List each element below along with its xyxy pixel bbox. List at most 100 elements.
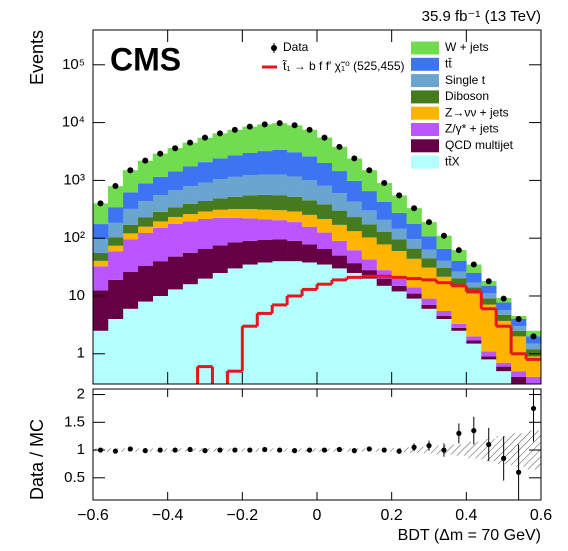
stack-bar [197,211,213,219]
stack-bar [167,148,183,172]
stack-bar [302,244,318,263]
data-point [455,247,462,254]
stack-bar [391,285,407,292]
stack-bar [93,260,109,267]
x-tick-label: 0 [313,507,322,524]
stack-bar [361,270,378,279]
stack-bar [406,258,422,288]
stack-bar [317,232,333,249]
stack-bar [152,153,168,177]
stack-bar [197,200,213,212]
stack-bar [526,343,541,350]
ratio-point [217,447,223,453]
stack-bar [287,125,303,153]
ratio-point [187,446,193,453]
stack-bar [451,278,467,286]
stack-bar [167,190,183,208]
mc-uncertainty [451,444,467,456]
y-tick-label: 10² [63,229,85,246]
stack-bar [152,228,168,262]
stack-bar [227,242,243,269]
data-point [470,261,477,268]
legend-label: Diboson [445,89,489,103]
ratio-point [247,447,253,453]
stack-bar [182,252,198,285]
stack-bar [197,218,213,249]
stack-bar [242,175,258,196]
stack-bar [122,192,139,209]
stack-bar [182,221,198,253]
stack-bar [451,323,467,328]
stack-bar [122,224,139,234]
mc-uncertainty [466,441,482,459]
stack-bar [93,224,109,240]
stack-bar [361,278,378,384]
stack-bar [346,158,363,181]
stack-bar [391,291,407,384]
stack-bar [511,318,527,327]
stack-bar [137,266,154,302]
y-tick-label: 10⁵ [62,56,85,73]
stack-bar [257,124,273,152]
ratio-point [262,446,268,453]
stack-bar [317,162,333,186]
data-point [440,232,447,239]
stack-bar [406,248,422,259]
ratio-point [471,428,477,434]
lumi-label: 35.9 fb⁻¹ (13 TeV) [422,8,541,25]
ratio-point [157,447,163,453]
stack-bar [317,185,333,205]
legend-swatch [411,90,439,104]
ratio-point [232,447,238,453]
stack-bar [451,327,467,331]
stack-bar [272,210,288,221]
stack-bar [167,223,183,257]
stack-bar [511,376,527,384]
ratio-point [456,430,462,436]
stack-bar [466,336,482,341]
stack-bar [376,285,392,384]
stack-bar [511,371,527,377]
stack-bar [391,278,407,286]
stack-bar [421,222,437,237]
data-point [97,200,104,207]
stack-bar [496,362,512,367]
stack-bar [272,174,288,196]
stack-bar [376,244,392,271]
ratio-plot [93,389,541,500]
stack-bar [227,176,243,197]
stack-bar [93,266,109,291]
stack-bar [272,150,288,175]
stack-bar [212,209,228,218]
y-tick-label: 1 [77,345,85,362]
stack-bar [406,239,422,249]
ratio-point [277,447,283,453]
legend-swatch [411,106,439,120]
stack-bar [137,160,154,184]
stack-bar [331,240,348,256]
stack-bar [376,270,392,279]
stack-bar [481,351,497,357]
y-tick-label: 10⁴ [62,114,85,131]
stack-bar [107,186,124,208]
legend-label: tt̄X [445,154,460,168]
stack-bar [242,195,258,209]
ratio-y-tick-label: 2 [77,386,85,403]
data-point [411,205,418,212]
stack-bar [376,201,392,220]
ratio-point [306,447,313,453]
ratio-point [381,447,387,453]
stack-bar [361,259,378,271]
data-point [306,126,313,133]
stack-bar [331,268,348,384]
stack-bar [376,231,392,245]
legend-label: t̃₁ → b f f′ χ̃₁⁰ (525,455) [282,59,405,74]
stack-bar [436,310,452,317]
stack-bar [242,208,258,219]
stack-bar [406,298,422,384]
stack-bar [421,236,437,250]
stack-bar [182,166,198,187]
stack-bar [137,183,154,202]
stack-bar [182,214,198,222]
stack-bar [496,366,512,372]
